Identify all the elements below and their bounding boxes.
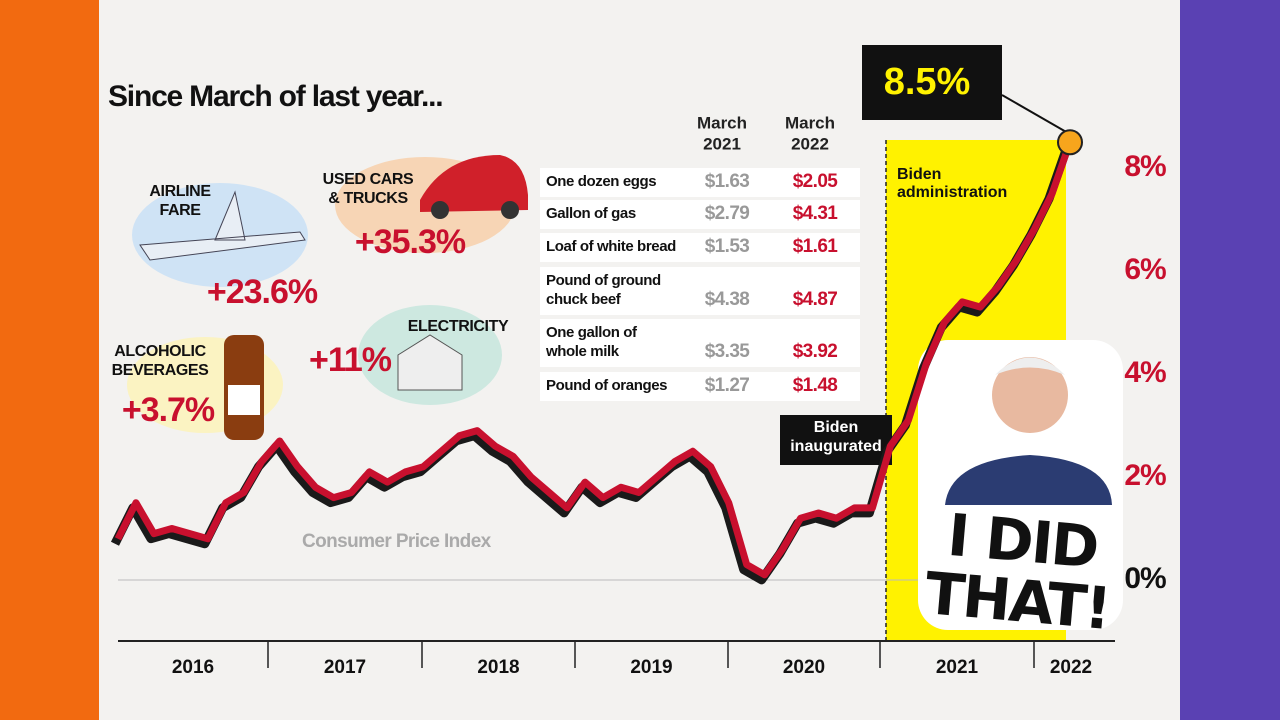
- car-icon: [420, 155, 528, 212]
- suit: [945, 455, 1112, 505]
- sticker-text: I DID: [945, 501, 1100, 582]
- inauguration-label: inaugurated: [790, 438, 882, 455]
- callout-change: +23.6%: [207, 273, 318, 311]
- y-tick-label: 8%: [1124, 150, 1166, 183]
- callout-change: +11%: [309, 341, 392, 379]
- table-header: March: [785, 113, 835, 132]
- hair: [995, 357, 1065, 375]
- x-tick-label: 2017: [324, 657, 366, 678]
- table-item: One gallon of: [546, 324, 638, 341]
- right-border: [1180, 0, 1280, 720]
- table-item: Gallon of gas: [546, 205, 636, 222]
- y-tick-label: 6%: [1124, 253, 1166, 286]
- table-item: whole milk: [545, 343, 620, 360]
- table-price: $1.27: [705, 375, 750, 396]
- table-item: Pound of ground: [546, 272, 661, 289]
- administration-label: Biden: [897, 166, 941, 183]
- sticker-text: THAT!: [922, 559, 1112, 643]
- table-row-bg: [540, 168, 860, 197]
- peak-label: 8.5%: [884, 61, 971, 103]
- car-wheel: [501, 201, 519, 219]
- table-price: $2.05: [793, 171, 839, 192]
- table-header: 2021: [703, 134, 741, 153]
- table-price: $2.79: [705, 203, 750, 224]
- peak-callout-pointer: [1001, 94, 1069, 134]
- inauguration-label: Biden: [814, 419, 858, 436]
- left-border: [0, 0, 99, 720]
- table-price: $1.63: [705, 171, 750, 192]
- table-price: $1.53: [705, 236, 750, 257]
- table-price: $1.48: [793, 375, 838, 396]
- line-series: [114, 141, 1074, 579]
- callout-label: ELECTRICITY: [408, 318, 509, 335]
- table-row-bg: [540, 319, 860, 367]
- end-marker: [1057, 129, 1083, 156]
- table-price: $4.31: [793, 203, 839, 224]
- callout-label: FARE: [159, 202, 201, 219]
- table-row-bg: [540, 267, 860, 315]
- x-tick-label: 2021: [936, 657, 979, 678]
- y-tick-label: 0%: [1124, 562, 1166, 595]
- callout-change: +3.7%: [122, 391, 215, 429]
- table-price: $4.38: [705, 289, 750, 310]
- face: [992, 357, 1068, 433]
- callout-label: AIRLINE: [149, 183, 211, 200]
- table-row-bg: [540, 200, 860, 229]
- x-tick-label: 2016: [172, 657, 214, 678]
- callout-label: BEVERAGES: [112, 362, 210, 379]
- airplane-icon: [139, 190, 306, 261]
- x-tick-label: 2019: [630, 657, 672, 678]
- callout-label: ALCOHOLIC: [114, 343, 206, 360]
- bottle-label: [228, 385, 260, 415]
- table-price: $3.35: [705, 341, 751, 362]
- house-icon: [397, 334, 463, 391]
- table-header: March: [697, 113, 747, 132]
- series-label: Consumer Price Index: [302, 531, 492, 552]
- table-item: chuck beef: [546, 291, 622, 308]
- table-price: $1.61: [793, 236, 839, 257]
- car-wheel: [431, 201, 449, 219]
- y-tick-label: 2%: [1124, 459, 1166, 492]
- table-item: Loaf of white bread: [546, 238, 676, 255]
- x-tick-label: 2018: [477, 657, 519, 678]
- x-tick-label: 2020: [783, 657, 825, 678]
- callout-label: USED CARS: [323, 171, 414, 188]
- peak-callout-box: [862, 45, 1002, 120]
- table-item: One dozen eggs: [546, 173, 656, 190]
- callout-change: +35.3%: [355, 223, 466, 261]
- table-row-bg: [540, 233, 860, 262]
- title: Since March of last year...: [108, 80, 442, 113]
- y-tick-label: 4%: [1124, 356, 1166, 389]
- sticker: [918, 340, 1123, 630]
- table-price: $4.87: [793, 289, 838, 310]
- table-price: $3.92: [793, 341, 838, 362]
- administration-label: administration: [897, 184, 1007, 201]
- table-item: Pound of oranges: [546, 377, 667, 394]
- table-row-bg: [540, 372, 860, 401]
- x-tick-label: 2022: [1050, 657, 1092, 678]
- table-header: 2022: [791, 134, 829, 153]
- inauguration-box: [780, 415, 892, 465]
- callout-label: & TRUCKS: [328, 190, 408, 207]
